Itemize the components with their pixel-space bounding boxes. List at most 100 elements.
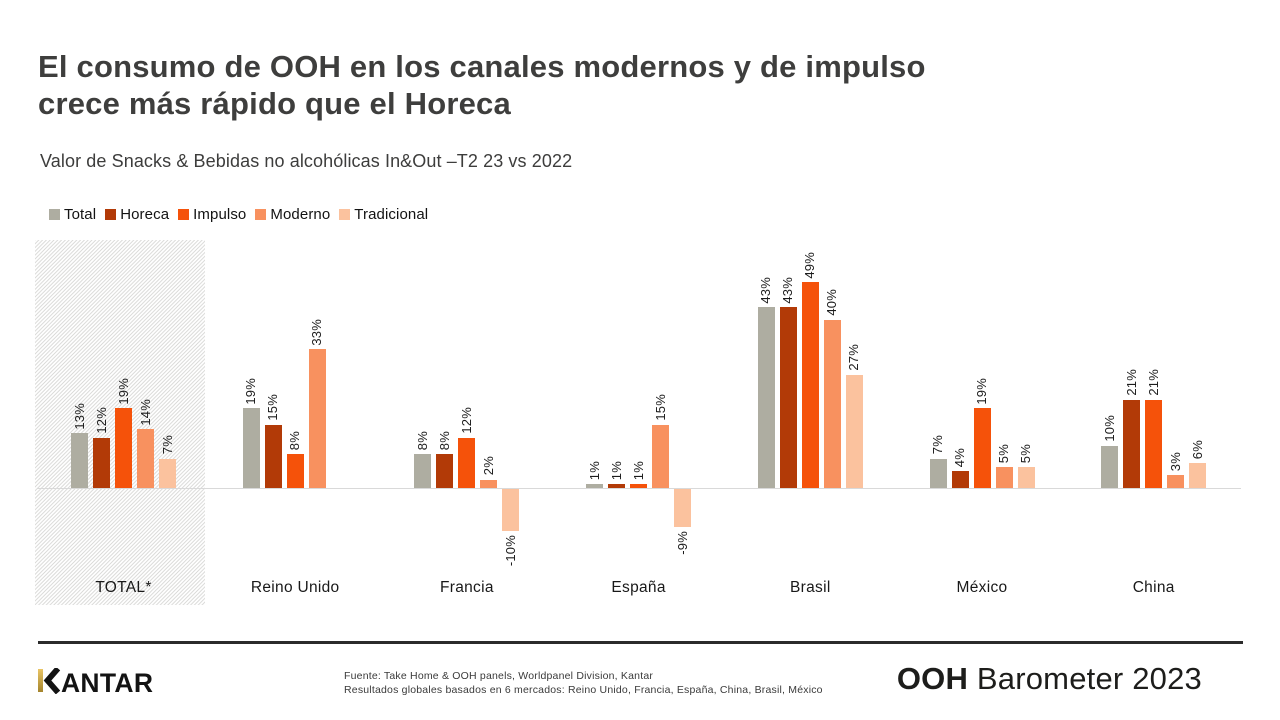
category-label: TOTAL* — [95, 579, 152, 596]
bar-value-label: 15% — [265, 394, 281, 421]
bar-total — [71, 433, 88, 488]
bar-tradicional — [1189, 462, 1207, 488]
bar-total — [929, 458, 947, 488]
category-label: México — [956, 579, 1008, 596]
chart-subtitle: Valor de Snacks & Bebidas no alcohólicas… — [40, 151, 573, 171]
legend-label: Impulso — [193, 206, 247, 223]
bar-tradicional — [159, 458, 176, 488]
bar-tradicional — [845, 374, 863, 488]
bar-value-label: 15% — [652, 394, 668, 421]
bar-value-label: 19% — [243, 377, 259, 405]
legend-swatch-horeca — [105, 209, 117, 220]
bar-value-label: -10% — [502, 535, 518, 567]
bar-tradicional — [674, 489, 692, 527]
legend-item-impulso: Impulso — [178, 206, 246, 223]
bar-value-label: 7% — [930, 435, 945, 455]
bar-horeca — [264, 425, 282, 488]
bar-value-label: 1% — [586, 460, 602, 480]
bar-value-label: 1% — [608, 460, 624, 480]
bar-horeca — [608, 483, 626, 488]
bar-value-label: 21% — [1123, 369, 1139, 396]
bar-tradicional — [1017, 467, 1035, 488]
category-label: Reino Unido — [250, 579, 340, 596]
legend-swatch-tradicional — [339, 209, 351, 220]
kantar-logo-graphic: ANTAR — [38, 666, 153, 698]
bar-value-label: 8% — [436, 431, 452, 451]
bar-value-label: 12% — [93, 406, 109, 434]
legend-swatch-total — [49, 209, 60, 220]
kantar-k-gold-bar — [38, 669, 43, 692]
bar-value-label: 40% — [824, 289, 840, 316]
category-label: Brasil — [790, 579, 831, 596]
bar-value-label: 1% — [630, 460, 646, 480]
bar-total — [242, 408, 260, 488]
bar-value-label: 33% — [309, 318, 325, 346]
bar-value-label: 4% — [952, 448, 967, 468]
chart-title: El consumo de OOH en los canales moderno… — [38, 48, 926, 122]
bar-horeca — [1123, 399, 1141, 488]
chart-title-line1: El consumo de OOH en los canales moderno… — [38, 49, 926, 84]
category-label: Francia — [439, 579, 494, 596]
legend-swatch-impulso — [178, 209, 190, 220]
bar-impulso — [801, 282, 819, 488]
bar-value-label: 8% — [414, 431, 430, 451]
bar-value-label: 19% — [115, 377, 131, 405]
bar-total — [757, 307, 775, 488]
legend-label: Horeca — [120, 206, 170, 223]
footer-rule — [38, 641, 1243, 644]
bar-horeca — [951, 471, 969, 488]
kantar-k-chevron — [43, 666, 61, 695]
bar-value-label: 10% — [1101, 415, 1117, 442]
legend-label: Total — [64, 206, 97, 223]
report-brand-bold: OOH — [896, 661, 969, 696]
bar-value-label: 14% — [137, 398, 153, 426]
bar-value-label: 49% — [802, 251, 818, 279]
bar-impulso — [115, 408, 132, 488]
bar-value-label: 5% — [996, 443, 1011, 463]
category-label: España — [611, 579, 666, 596]
legend-label: Tradicional — [354, 206, 429, 223]
legend-swatch-moderno — [255, 209, 267, 220]
bar-value-label: 3% — [1167, 452, 1183, 472]
bar-moderno — [308, 349, 326, 488]
bar-tradicional — [502, 489, 520, 531]
bar-value-label: 19% — [974, 377, 989, 405]
bar-total — [586, 483, 604, 488]
bar-value-label: 27% — [846, 343, 862, 371]
bar-value-label: 2% — [480, 456, 496, 476]
legend-item-moderno: Moderno — [255, 206, 330, 223]
legend-label: Moderno — [270, 206, 331, 223]
bar-horeca — [779, 307, 797, 488]
bar-horeca — [436, 454, 454, 488]
bar-value-label: 12% — [458, 406, 474, 434]
bar-moderno — [652, 425, 670, 488]
category-label: China — [1132, 579, 1175, 596]
bar-moderno — [1167, 475, 1185, 488]
bar-impulso — [458, 437, 476, 488]
kantar-logo: ANTAR — [38, 666, 158, 699]
legend: Total Horeca Impulso Moderno Tradicional — [49, 206, 428, 223]
bar-value-label: 13% — [71, 402, 87, 430]
legend-item-tradicional: Tradicional — [339, 206, 428, 223]
bar-moderno — [480, 479, 498, 488]
bar-impulso — [1145, 399, 1163, 488]
chart-title-line2: crece más rápido que el Horeca — [38, 86, 511, 121]
source-line2: Resultados globales basados en 6 mercado… — [344, 683, 823, 696]
bar-value-label: 43% — [780, 276, 796, 304]
bar-value-label: 6% — [1189, 439, 1205, 459]
bar-value-label: 21% — [1145, 369, 1161, 396]
bar-impulso — [973, 408, 991, 488]
bar-value-label: 7% — [159, 435, 175, 455]
bar-value-label: 5% — [1018, 443, 1033, 463]
bar-total — [414, 454, 432, 488]
bar-moderno — [137, 429, 154, 488]
x-axis-line — [37, 488, 1241, 489]
bar-value-label: -9% — [674, 530, 690, 555]
bar-total — [1101, 446, 1119, 488]
report-brand-rest: Barometer 2023 — [968, 661, 1202, 696]
kantar-logo-text: ANTAR — [61, 668, 153, 694]
report-brand: OOH Barometer 2023 — [897, 661, 1202, 697]
bar-moderno — [823, 320, 841, 488]
